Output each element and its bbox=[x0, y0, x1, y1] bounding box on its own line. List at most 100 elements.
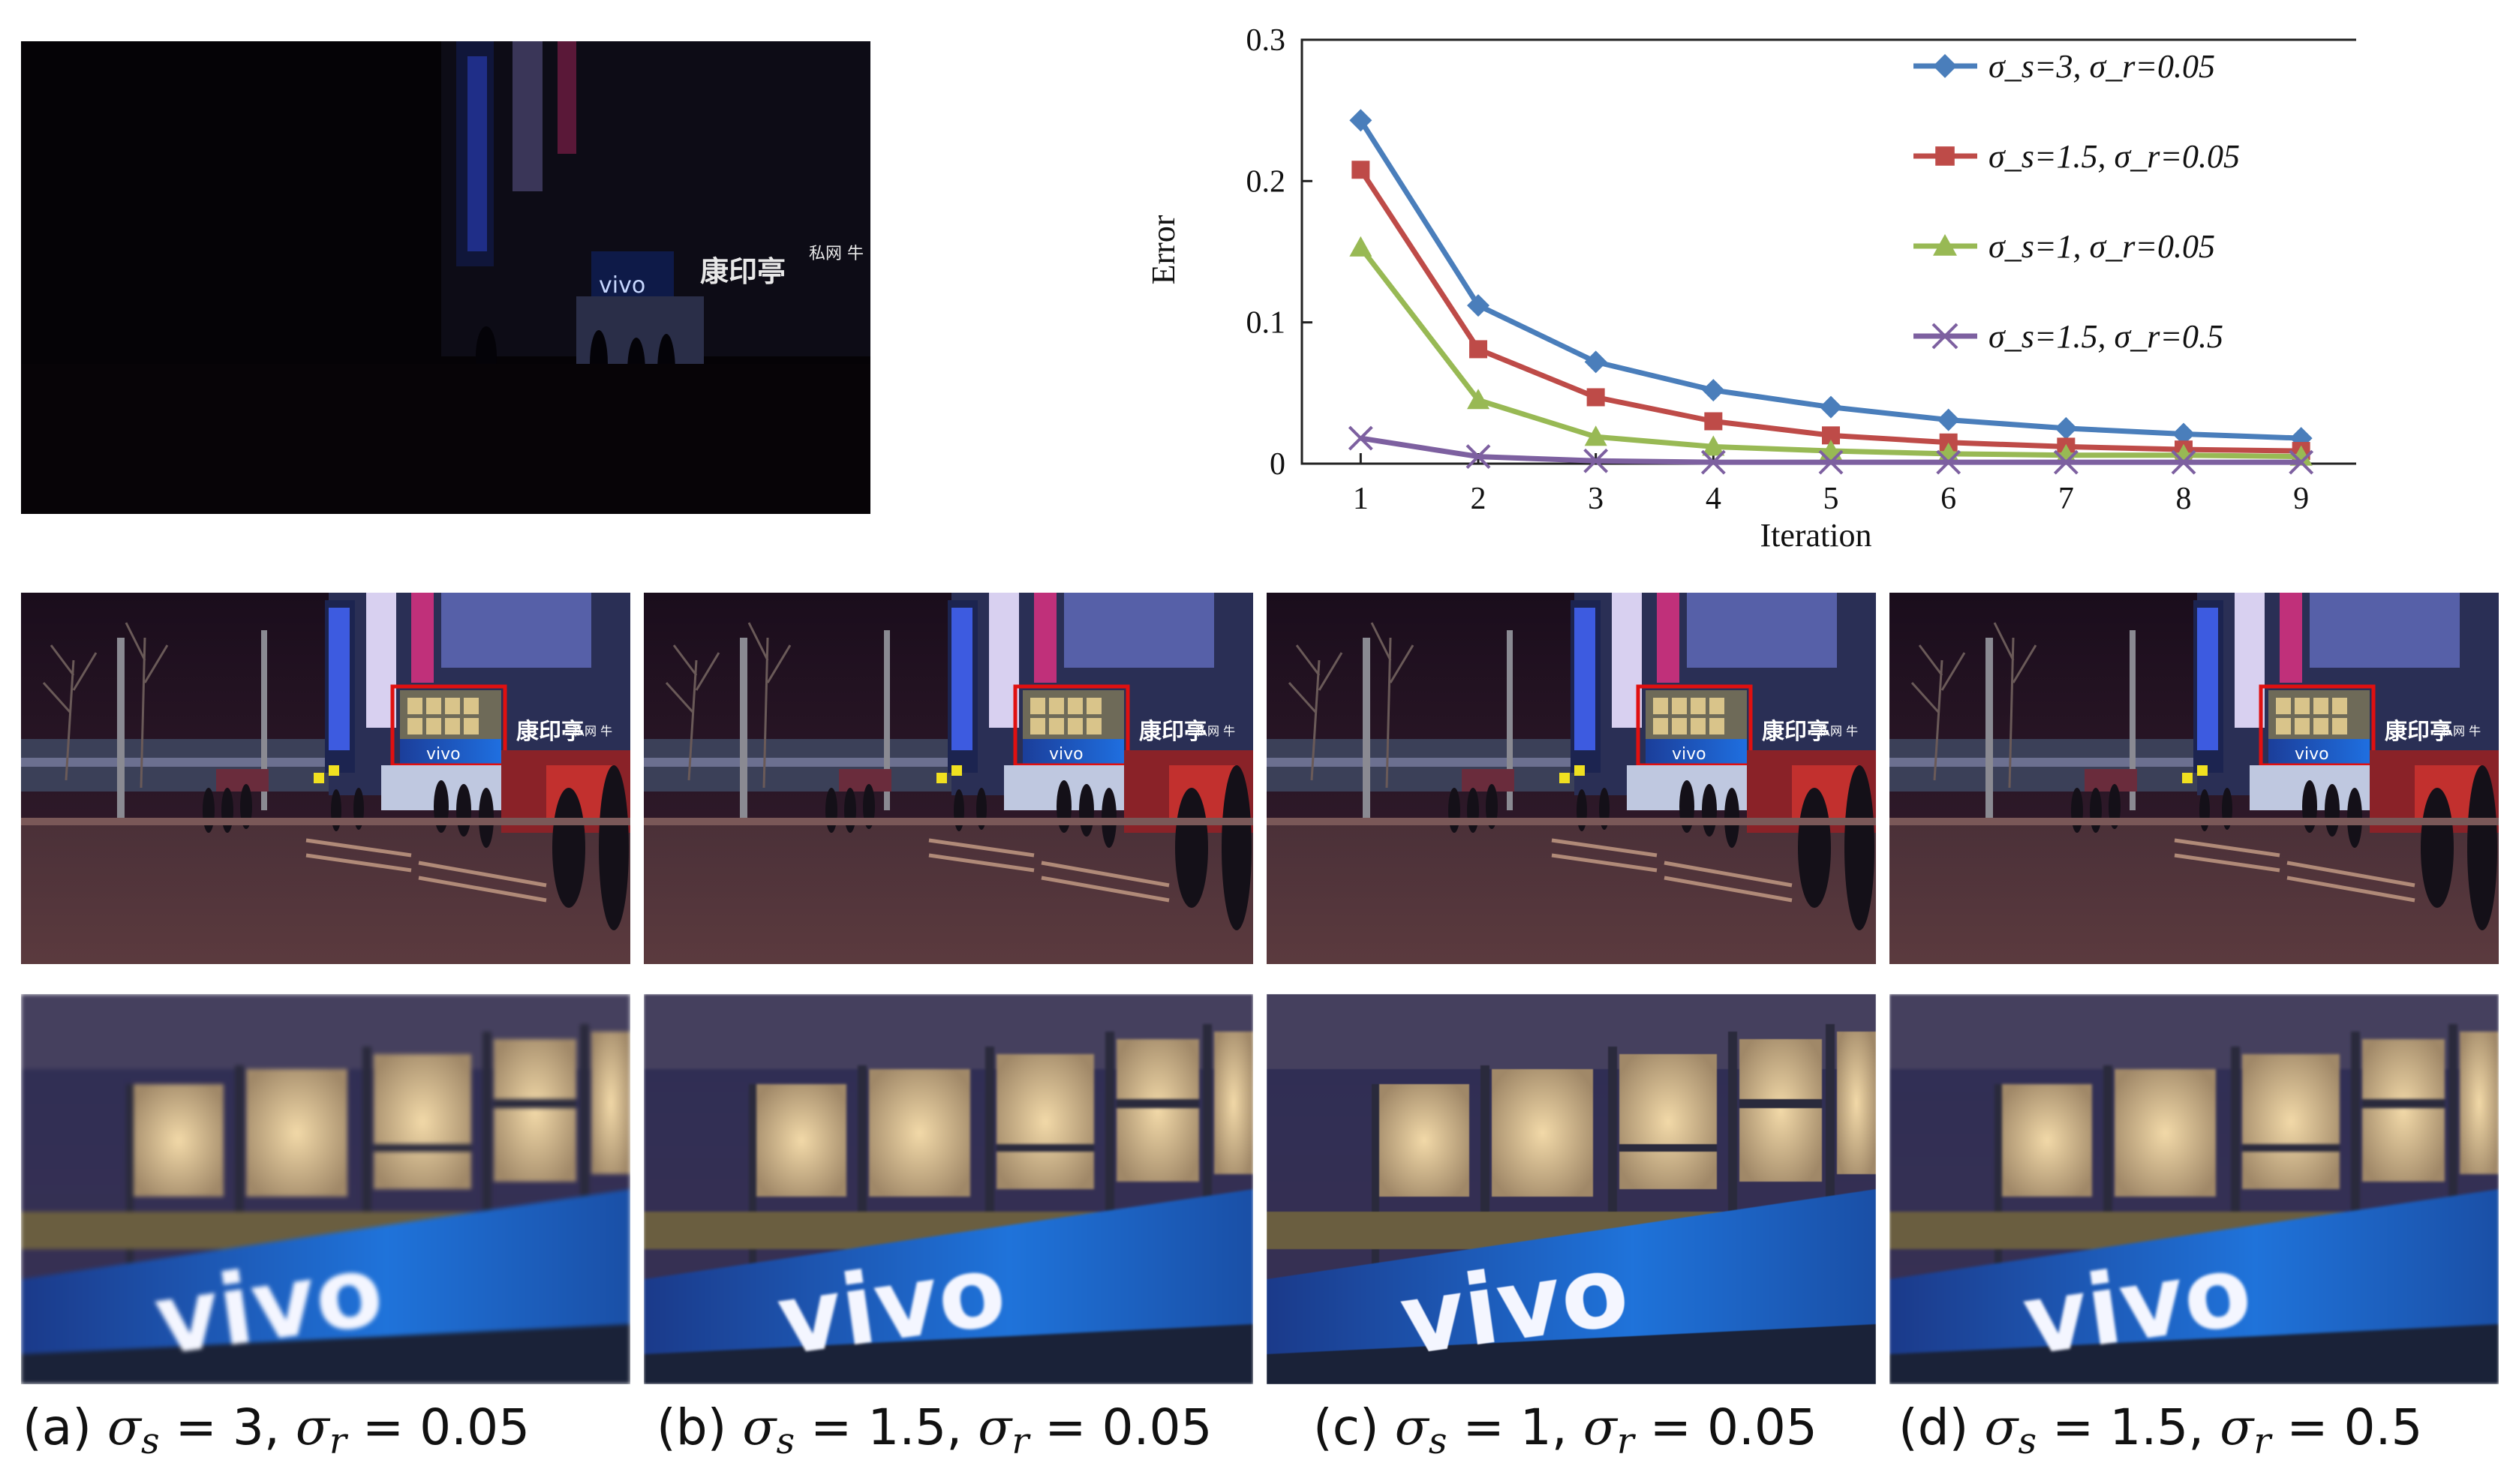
legend-marker bbox=[1933, 54, 1957, 78]
sigma-symbol: σ bbox=[1583, 1398, 1617, 1456]
caption-a-label: (a) bbox=[23, 1398, 107, 1456]
x-tick-labels: 1 2 3 4 5 6 7 8 9 bbox=[1353, 482, 2309, 516]
result-scene-c bbox=[1267, 593, 1876, 964]
dark-sign-chinese-small-text: 私网 牛 bbox=[809, 245, 864, 263]
data-point bbox=[1584, 425, 1607, 446]
data-point bbox=[1586, 388, 1605, 407]
result-scene-d bbox=[1889, 593, 2499, 964]
data-point bbox=[1584, 350, 1607, 374]
subscript-r: r bbox=[1616, 1420, 1634, 1462]
data-point bbox=[1467, 294, 1489, 317]
data-point bbox=[2172, 422, 2195, 446]
input-dark-image: vivo 康印亭 私网 牛 bbox=[21, 41, 870, 514]
y-tick-label: 0.3 bbox=[1246, 23, 1286, 58]
caption-c-label: (c) bbox=[1313, 1398, 1395, 1456]
caption-c-mid: = 1, bbox=[1447, 1398, 1583, 1456]
x-tick-label: 6 bbox=[1940, 482, 1956, 516]
x-tick-label: 9 bbox=[2293, 482, 2309, 516]
data-point bbox=[2171, 449, 2196, 475]
y-axis-label: Error bbox=[1145, 215, 1182, 284]
chart-series bbox=[1348, 109, 2314, 475]
x-axis-label: Iteration bbox=[1760, 517, 1871, 554]
caption-c: (c) σs = 1, σr = 0.05 bbox=[1313, 1394, 1817, 1462]
sigma-symbol: σ bbox=[295, 1398, 329, 1456]
data-point bbox=[1702, 379, 1725, 402]
legend-label: σ_s=1.5, σ_r=0.5 bbox=[1988, 318, 2223, 355]
sigma-symbol: σ bbox=[1984, 1398, 2019, 1456]
data-point bbox=[1583, 448, 1609, 473]
subscript-s: s bbox=[776, 1420, 795, 1462]
data-point bbox=[2055, 443, 2078, 464]
legend-label: σ_s=1.5, σ_r=0.05 bbox=[1988, 138, 2240, 175]
chart-legend: σ_s=3, σ_r=0.05 σ_s=1.5, σ_r=0.05 σ_s=1, σ… bbox=[1913, 48, 2240, 355]
x-tick-label: 4 bbox=[1706, 482, 1721, 516]
x-tick-label: 1 bbox=[1353, 482, 1369, 516]
series-1 bbox=[1351, 161, 2310, 461]
x-tick-label: 3 bbox=[1588, 482, 1604, 516]
zoom-crop-a bbox=[21, 994, 630, 1384]
result-scene-a bbox=[21, 593, 630, 964]
subscript-s: s bbox=[2018, 1420, 2037, 1462]
zoom-crop-b bbox=[644, 994, 1253, 1384]
subscript-r: r bbox=[2253, 1420, 2271, 1462]
caption-a-end: = 0.05 bbox=[346, 1398, 531, 1456]
caption-b-mid: = 1.5, bbox=[795, 1398, 978, 1456]
y-tick-labels: 0 0.1 0.2 0.3 bbox=[1246, 23, 1286, 482]
data-point bbox=[1704, 412, 1723, 431]
data-point bbox=[1936, 449, 1961, 475]
x-tick-label: 8 bbox=[2176, 482, 2192, 516]
series-2 bbox=[1349, 236, 2313, 466]
dark-night-photo: vivo 康印亭 私网 牛 bbox=[21, 41, 870, 514]
result-scene-b bbox=[644, 593, 1253, 964]
caption-c-end: = 0.05 bbox=[1634, 1398, 1817, 1456]
caption-d-mid: = 1.5, bbox=[2037, 1398, 2220, 1456]
data-point bbox=[1818, 449, 1844, 475]
legend-marker bbox=[1935, 146, 1955, 166]
x-tick-label: 7 bbox=[2058, 482, 2074, 516]
data-point bbox=[1467, 389, 1489, 410]
caption-d-label: (d) bbox=[1898, 1398, 1985, 1456]
zoom-crop-d bbox=[1889, 994, 2499, 1384]
zoom-crop-c bbox=[1267, 994, 1876, 1384]
caption-a: (a) σs = 3, σr = 0.05 bbox=[23, 1394, 531, 1462]
data-point bbox=[1469, 340, 1487, 359]
data-point bbox=[1700, 449, 1726, 475]
caption-b-end: = 0.05 bbox=[1029, 1398, 1213, 1456]
data-point bbox=[1349, 109, 1372, 132]
x-tick-label: 2 bbox=[1471, 482, 1486, 516]
subscript-r: r bbox=[1012, 1420, 1030, 1462]
legend-label: σ_s=1, σ_r=0.05 bbox=[1988, 228, 2215, 265]
y-tick-label: 0.1 bbox=[1246, 306, 1286, 341]
caption-d-end: = 0.5 bbox=[2271, 1398, 2423, 1456]
data-point bbox=[1702, 435, 1725, 456]
data-point bbox=[2172, 443, 2195, 464]
dark-sign-chinese-text: 康印亭 bbox=[700, 254, 786, 288]
legend-marker bbox=[1931, 323, 1958, 350]
data-point bbox=[1349, 236, 1372, 257]
data-point bbox=[1937, 408, 1960, 431]
data-point bbox=[1351, 161, 1370, 179]
sigma-symbol: σ bbox=[1394, 1398, 1429, 1456]
sigma-symbol: σ bbox=[2220, 1398, 2254, 1456]
data-point bbox=[1465, 444, 1491, 469]
dark-sign-vivo-text: vivo bbox=[599, 272, 645, 299]
data-point bbox=[2053, 449, 2079, 475]
y-tick-label: 0.2 bbox=[1246, 164, 1286, 199]
subscript-s: s bbox=[1428, 1420, 1447, 1462]
subscript-s: s bbox=[140, 1420, 160, 1462]
data-point bbox=[2055, 416, 2078, 440]
caption-d: (d) σs = 1.5, σr = 0.5 bbox=[1898, 1394, 2423, 1462]
caption-a-mid: = 3, bbox=[159, 1398, 296, 1456]
sigma-symbol: σ bbox=[742, 1398, 777, 1456]
legend-marker bbox=[1933, 234, 1957, 256]
data-point bbox=[1820, 395, 1842, 419]
data-point bbox=[1348, 425, 1373, 451]
series-3 bbox=[1348, 425, 2314, 475]
y-tick-label: 0 bbox=[1270, 447, 1285, 482]
subscript-r: r bbox=[329, 1420, 347, 1462]
legend-label: σ_s=3, σ_r=0.05 bbox=[1988, 48, 2215, 85]
x-tick-label: 5 bbox=[1823, 482, 1839, 516]
error-iteration-chart: Error Iteration 0 0.1 0.2 0.3 1 2 3 4 5 6 7 8 9 σ_s… bbox=[1145, 23, 2356, 554]
data-point bbox=[2289, 449, 2314, 475]
caption-b-label: (b) bbox=[657, 1398, 743, 1456]
